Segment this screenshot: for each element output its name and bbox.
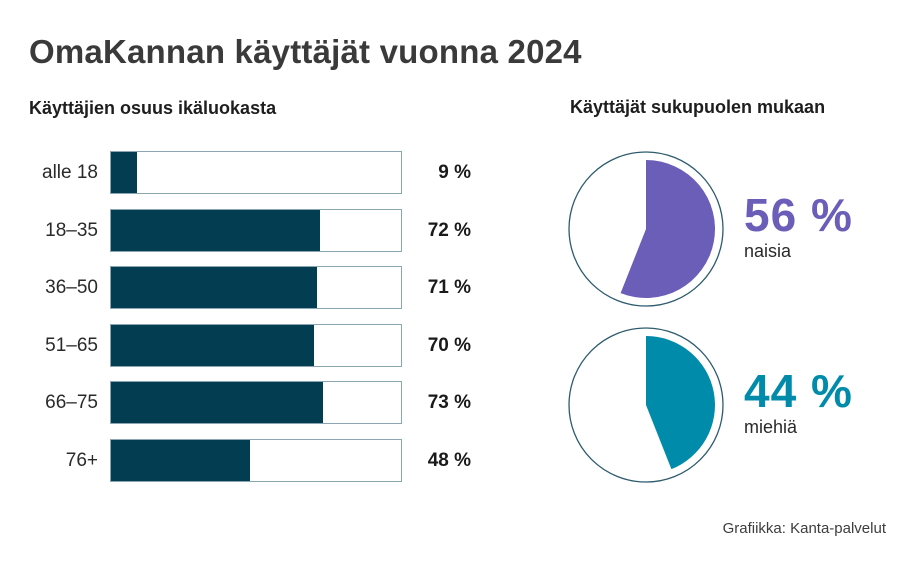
bar-category-label: 66–75	[45, 392, 98, 414]
bar-track	[110, 151, 402, 194]
bar-fill	[111, 382, 323, 424]
pie-percent-women: 56 %	[744, 189, 853, 241]
bar-fill	[111, 267, 317, 309]
bar-row: 51–65 70 %	[0, 323, 500, 367]
bar-row: 36–50 71 %	[0, 266, 500, 310]
pie-slice-women	[620, 160, 716, 298]
chart-title: OmaKannan käyttäjät vuonna 2024	[29, 33, 582, 70]
bar-value-label: 9 %	[438, 162, 471, 183]
bar-row: 66–75 73 %	[0, 381, 500, 425]
pie-caption-men: miehiä	[744, 417, 798, 437]
bar-category-label: 76+	[65, 450, 98, 471]
bar-fill	[111, 152, 138, 193]
gender-chart-subtitle: Käyttäjät sukupuolen mukaan	[570, 97, 826, 117]
bar-value-label: 48 %	[427, 450, 471, 471]
bar-category-label: 36–50	[45, 277, 98, 299]
bar-track	[110, 266, 402, 310]
pie-slice-men	[646, 336, 715, 470]
bar-track	[110, 439, 402, 482]
bar-fill	[111, 440, 251, 481]
bar-category-label: 51–65	[45, 334, 98, 356]
pie-men: 44 % miehiä	[568, 327, 898, 487]
bar-track	[110, 323, 402, 367]
bar-track	[110, 208, 402, 252]
pie-caption-women: naisia	[744, 241, 792, 261]
bar-value-label: 70 %	[427, 334, 471, 356]
bar-value-label: 71 %	[427, 277, 471, 299]
bar-row: 76+ 48 %	[0, 439, 500, 482]
age-chart-subtitle: Käyttäjien osuus ikäluokasta	[29, 98, 277, 118]
bar-value-label: 73 %	[427, 392, 471, 414]
bar-fill	[111, 209, 320, 251]
pie-chart-women	[568, 151, 724, 307]
bar-category-label: 18–35	[45, 219, 98, 241]
pie-chart-men	[568, 327, 724, 483]
pie-women: 56 % naisia	[568, 151, 898, 311]
bar-fill	[111, 324, 314, 366]
bar-row: alle 18 9 %	[0, 151, 500, 194]
bar-row: 18–35 72 %	[0, 208, 500, 252]
pie-percent-men: 44 %	[744, 365, 853, 417]
graphic-credit: Grafiikka: Kanta-palvelut	[722, 520, 886, 537]
bar-category-label: alle 18	[42, 162, 98, 183]
bar-track	[110, 381, 402, 425]
bar-value-label: 72 %	[427, 219, 471, 241]
